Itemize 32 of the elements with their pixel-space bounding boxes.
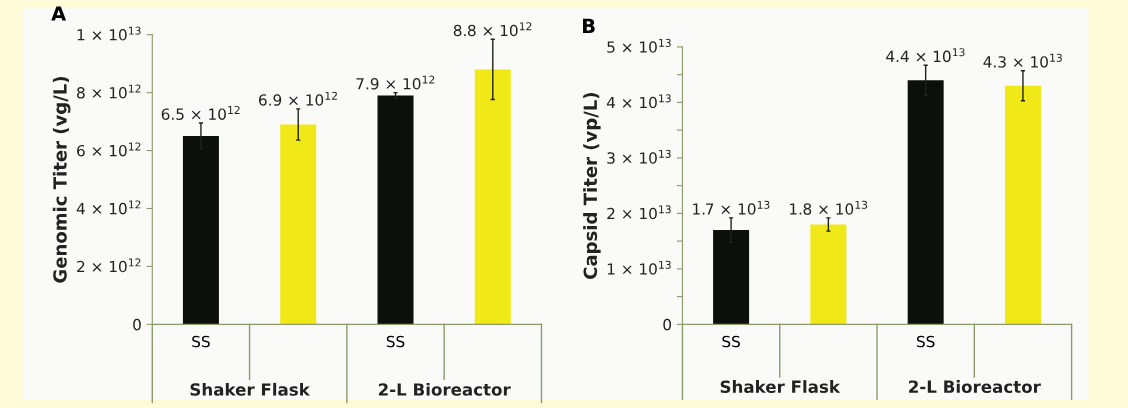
text: 2-L Bioreactor <box>378 382 511 396</box>
text: 2-L Bioreactor <box>909 380 1041 394</box>
y-tick-label: 1 × 10$^{13}$ <box>77 26 141 41</box>
y-tick-label: 2 × 10$^{13}$ <box>607 205 671 220</box>
y-tick-label: 2 × 10$^{12}$ <box>77 258 141 273</box>
text: Shaker Flask <box>190 382 311 396</box>
data-label: 6.9 × 10$^{12}$ <box>259 91 337 106</box>
data-label: 1.8 × 10$^{13}$ <box>790 200 868 215</box>
data-label: 8.8 × 10$^{12}$ <box>453 22 532 37</box>
x-tick-label: SS <box>192 335 210 348</box>
x-tick-label: SS <box>916 335 935 348</box>
y-tick-label: 4 × 10$^{13}$ <box>606 94 671 109</box>
x-tick-label: SS <box>386 335 405 348</box>
data-label: 4.4 × 10$^{13}$ <box>886 48 965 63</box>
data-label: 7.9 × 10$^{12}$ <box>356 75 435 90</box>
x-tick-label: SS <box>722 335 740 348</box>
data-label: 6.5 × 10$^{12}$ <box>161 105 240 120</box>
y-tick-label: 6 × 10$^{12}$ <box>77 142 141 157</box>
data-label: 4.3 × 10$^{13}$ <box>983 53 1062 68</box>
y-axis-title: Genomic Titer (vg/L) <box>52 76 71 283</box>
y-tick-label: 8 × 10$^{12}$ <box>77 84 141 99</box>
data-label: 1.7 × 10$^{13}$ <box>693 200 770 215</box>
chart-title: B <box>583 18 595 34</box>
y-tick-label: 4 × 10$^{12}$ <box>76 200 141 215</box>
y-tick-label: 5 × 10$^{13}$ <box>607 38 671 53</box>
y-tick-label: 3 × 10$^{13}$ <box>607 149 671 164</box>
y-axis-title: Capsid Titer (vp/L) <box>583 93 601 279</box>
text: Shaker Flask <box>720 380 841 394</box>
y-tick-label: 0 <box>133 318 141 331</box>
y-tick-label: 1 × 10$^{13}$ <box>607 260 671 275</box>
chart-title: A <box>51 6 67 21</box>
y-tick-label: 0 <box>663 318 672 331</box>
